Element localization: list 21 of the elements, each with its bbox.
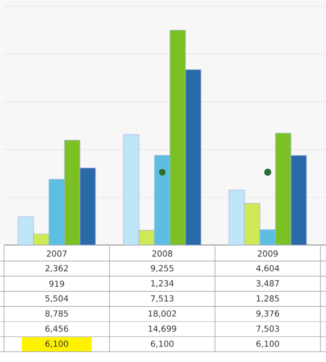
data-label: 14,699	[148, 325, 176, 333]
x-tick-label: 2008	[152, 250, 172, 257]
data-label: 1,285	[256, 295, 279, 302]
data-label: 18,002	[148, 310, 176, 318]
data-label: 7,513	[151, 295, 174, 302]
data-label: 5,504	[46, 295, 68, 302]
text: 6,100	[45, 340, 68, 348]
data-label: 6,100	[150, 340, 174, 348]
data-label: 7,503	[256, 325, 279, 333]
x-tick-label: 2007	[46, 250, 67, 257]
data-label: 4,604	[256, 265, 280, 272]
data-label: 9,376	[256, 310, 280, 318]
data-label: 6,456	[45, 325, 68, 333]
data-label: 6,100	[256, 340, 280, 348]
data-label: 919	[49, 280, 64, 287]
data-label: 9,255	[150, 265, 174, 272]
data-label: 2,362	[45, 265, 68, 272]
x-tick-label: 2009	[258, 250, 278, 257]
data-label: 3,487	[256, 280, 279, 288]
data-label: 1,234	[151, 280, 174, 288]
data-label: 8,785	[45, 310, 68, 318]
